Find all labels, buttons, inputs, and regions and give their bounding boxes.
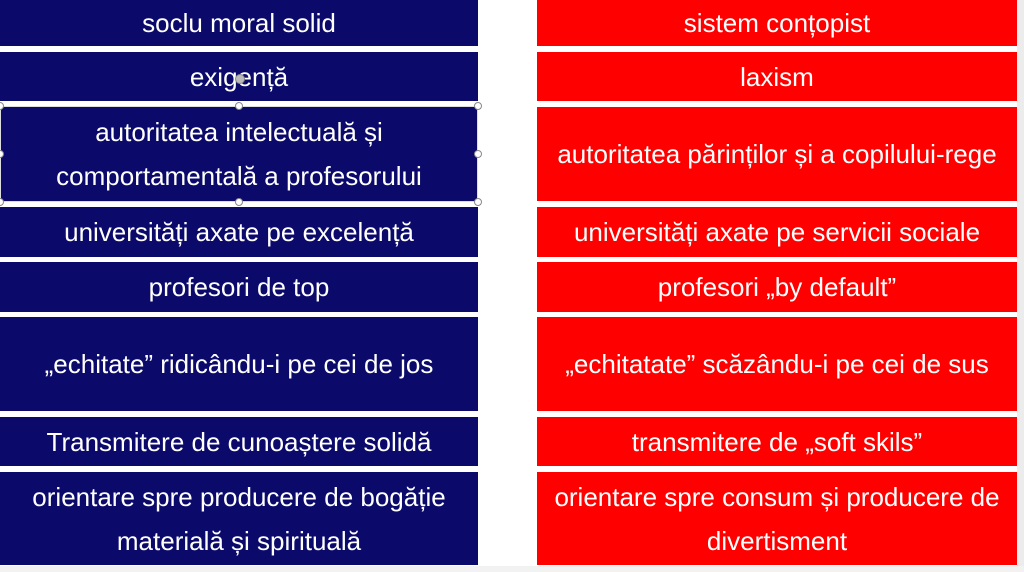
right-box-3[interactable]: autoritatea părinților și a copilului-re… [537,107,1017,201]
right-box-6[interactable]: „echitatate” scăzându-i pe cei de sus [537,317,1017,411]
right-box-8[interactable]: orientare spre consum și producere de di… [537,472,1017,565]
slide-bottom-strip [0,566,1024,572]
left-box-7[interactable]: Transmitere de cunoaștere solidă [0,417,478,466]
left-box-6[interactable]: „echitate” ridicându-i pe cei de jos [0,317,478,411]
left-box-4[interactable]: universități axate pe excelență [0,207,478,257]
right-box-4[interactable]: universități axate pe servicii sociale [537,207,1017,257]
resize-handle[interactable] [474,102,482,110]
right-box-5[interactable]: profesori „by default” [537,262,1017,312]
resize-handle[interactable] [235,198,243,206]
right-box-2[interactable]: laxism [537,52,1017,101]
left-box-5[interactable]: profesori de top [0,262,478,312]
left-box-3[interactable]: autoritatea intelectuală și comportament… [0,107,478,201]
right-box-1[interactable]: sistem conțopist [537,0,1017,46]
window-edge [1017,0,1024,572]
right-box-7[interactable]: transmitere de „soft skils” [537,417,1017,466]
rotate-handle-icon[interactable] [235,74,245,84]
resize-handle[interactable] [235,102,243,110]
left-box-1[interactable]: soclu moral solid [0,0,478,46]
resize-handle[interactable] [0,198,4,206]
resize-handle[interactable] [474,198,482,206]
resize-handle[interactable] [474,150,482,158]
left-box-8[interactable]: orientare spre producere de bogăție mate… [0,472,478,565]
